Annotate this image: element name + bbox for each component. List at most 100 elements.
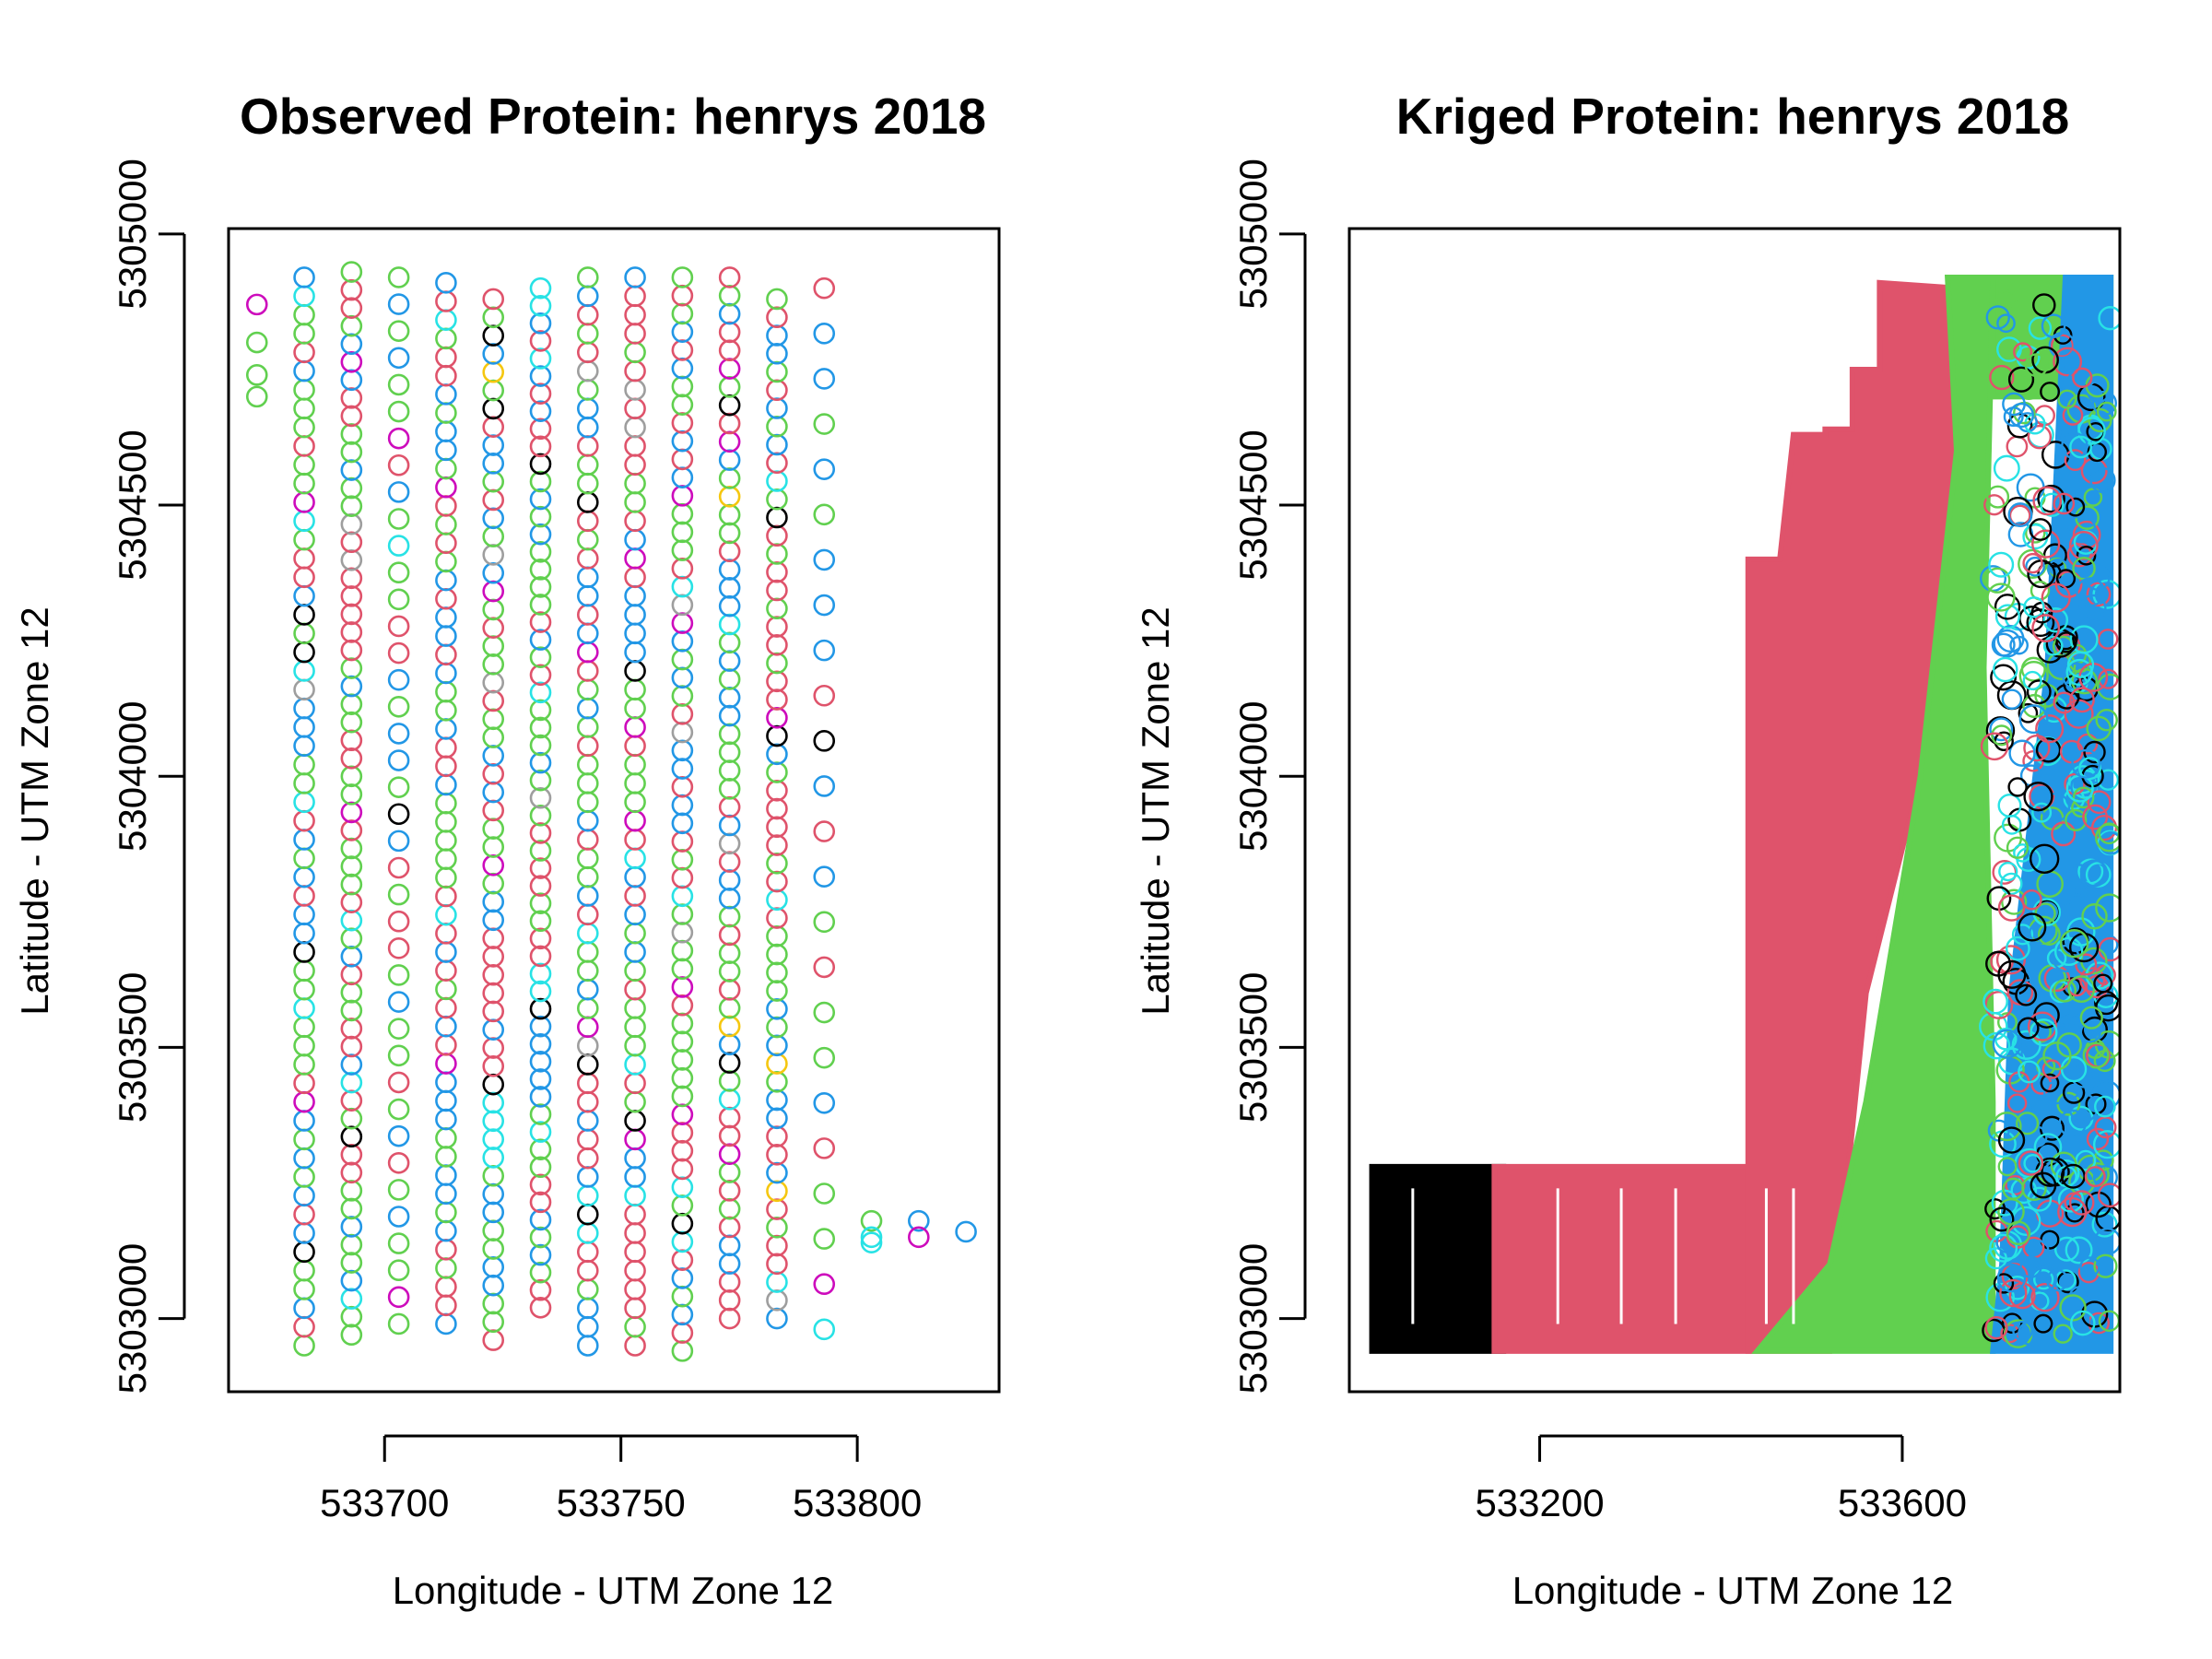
panel-kriged: Kriged Protein: henrys 2018 533200 533600…: [1134, 88, 2122, 1612]
data-point: [529, 611, 552, 633]
data-point: [576, 1297, 599, 1320]
data-point: [529, 1243, 552, 1266]
data-point: [482, 872, 505, 895]
kriged-point: [2093, 973, 2113, 994]
data-point: [293, 865, 315, 888]
data-point: [718, 1307, 741, 1330]
data-point: [293, 959, 315, 982]
data-point: [482, 818, 505, 841]
kriged-point: [2057, 1196, 2088, 1228]
data-point: [766, 1034, 788, 1057]
data-point: [576, 829, 599, 851]
data-point: [340, 1324, 363, 1347]
data-point: [766, 306, 788, 329]
data-point: [293, 641, 315, 664]
data-point: [766, 1016, 788, 1039]
data-point: [293, 359, 315, 382]
kriged-point: [2061, 431, 2088, 460]
data-point: [766, 616, 788, 638]
data-point: [718, 449, 741, 471]
data-point: [766, 688, 788, 711]
data-point: [340, 855, 363, 877]
data-point: [482, 544, 505, 566]
data-point: [340, 675, 363, 698]
kriged-point: [2011, 924, 2034, 946]
data-point: [624, 772, 646, 794]
data-point: [718, 851, 741, 873]
x-axis-label-kriged: Longitude - UTM Zone 12: [1512, 1569, 1954, 1612]
data-point: [435, 587, 457, 610]
data-point: [435, 662, 457, 685]
data-point: [576, 1203, 599, 1226]
kriged-point: [2003, 406, 2024, 428]
data-point: [813, 368, 836, 390]
data-point: [576, 1034, 599, 1057]
data-point: [766, 779, 788, 802]
kriged-point: [1983, 988, 2008, 1015]
kriged-point: [1994, 594, 2021, 620]
kriged-point: [2086, 582, 2112, 607]
data-point: [671, 502, 694, 525]
kriged-point: [1983, 1031, 2011, 1060]
data-point: [813, 1182, 836, 1205]
kriged-point: [2021, 888, 2042, 911]
data-point: [245, 331, 268, 354]
kriged-point: [1992, 1029, 2022, 1059]
kriged-point: [2012, 1320, 2033, 1342]
data-point: [766, 1125, 788, 1147]
data-point: [529, 1086, 552, 1108]
data-point: [671, 266, 694, 288]
data-point: [340, 639, 363, 662]
data-point: [529, 365, 552, 387]
kriged-point: [2056, 1032, 2082, 1058]
kriged-point: [2050, 334, 2075, 358]
data-point: [435, 1164, 457, 1186]
kriged-point: [1997, 1126, 2026, 1154]
data-point: [624, 510, 646, 533]
kriged-point: [2035, 714, 2065, 744]
data-point: [435, 866, 457, 889]
data-point: [482, 854, 505, 877]
data-point: [766, 961, 788, 984]
data-point: [813, 594, 836, 617]
data-point: [482, 653, 505, 676]
data-point: [671, 976, 694, 998]
data-point: [482, 671, 505, 694]
data-point: [529, 734, 552, 757]
data-point: [529, 505, 552, 528]
data-point: [293, 660, 315, 682]
kriged-point: [2079, 1256, 2100, 1277]
data-point: [482, 453, 505, 475]
data-point: [482, 434, 505, 456]
data-point: [624, 735, 646, 758]
data-point: [671, 685, 694, 707]
kriged-point: [2001, 688, 2023, 710]
kriged-point: [2099, 831, 2120, 855]
data-point: [340, 1053, 363, 1076]
kriged-point: [2086, 1127, 2110, 1151]
data-point: [529, 488, 552, 511]
kriged-point: [2065, 1236, 2093, 1265]
data-point: [766, 433, 788, 456]
data-point: [293, 285, 315, 308]
data-point: [293, 922, 315, 945]
data-point: [813, 413, 836, 435]
data-point: [671, 485, 694, 507]
data-point: [387, 588, 410, 611]
data-point: [624, 941, 646, 963]
kriged-point: [2082, 804, 2109, 830]
data-point: [766, 1271, 788, 1293]
kriged-point: [2097, 769, 2120, 791]
kriged-point: [2091, 1211, 2118, 1238]
data-point: [766, 470, 788, 492]
kriged-point: [2007, 366, 2035, 393]
data-point: [435, 1312, 457, 1335]
kriged-point: [1993, 454, 2020, 482]
data-point: [624, 528, 646, 551]
data-point: [718, 540, 741, 563]
kriged-point: [1984, 567, 2011, 594]
data-point: [293, 1241, 315, 1264]
kriged-point: [2093, 1228, 2120, 1255]
data-point: [766, 543, 788, 565]
kriged-point: [2032, 486, 2063, 516]
